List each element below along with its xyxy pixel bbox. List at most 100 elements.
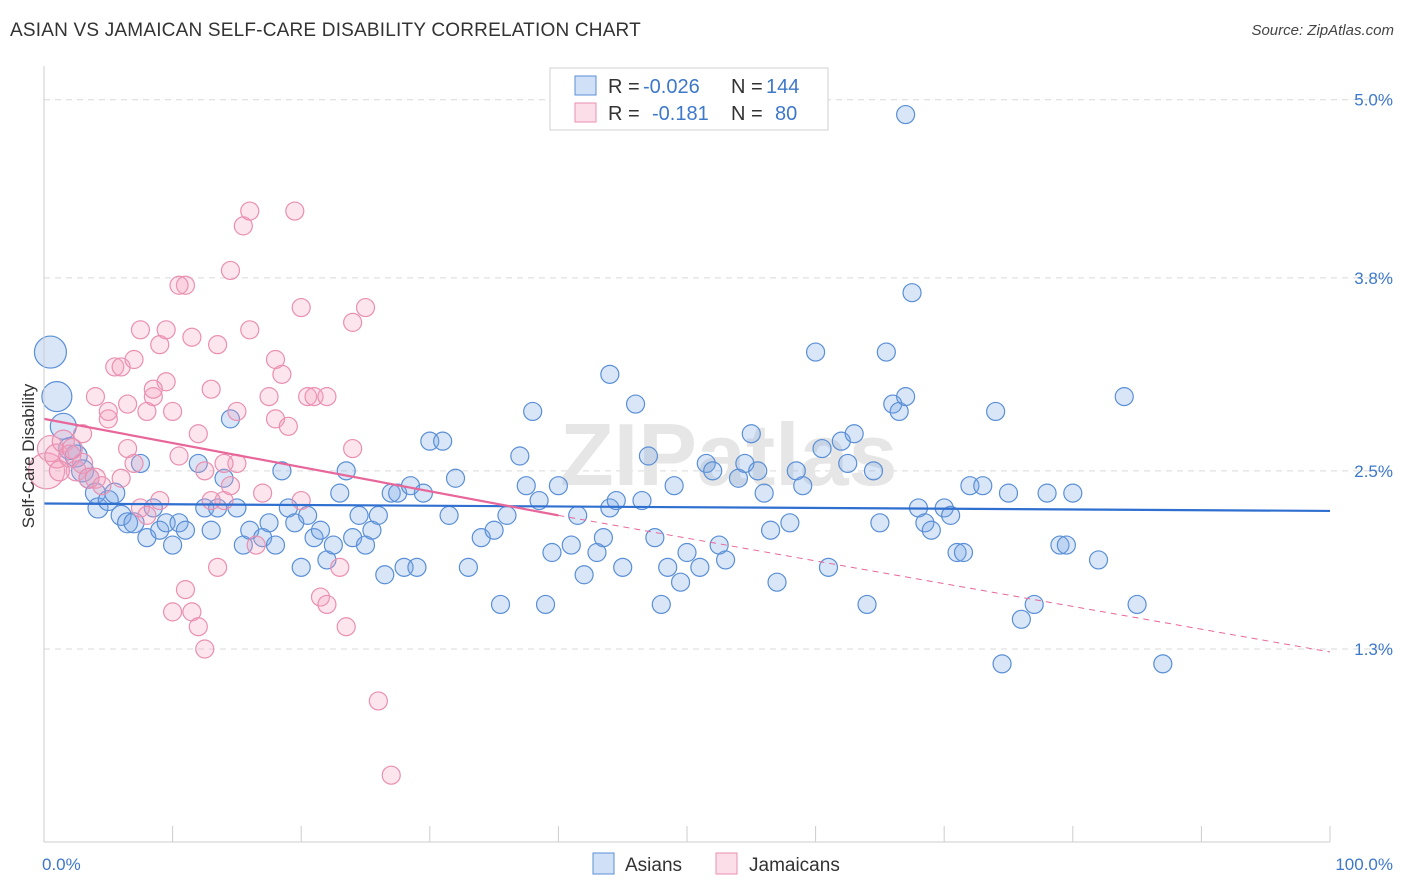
asian-point: [1056, 535, 1076, 555]
asian-point: [915, 513, 935, 533]
jamaican-point: [253, 483, 273, 503]
asian-point: [632, 490, 652, 511]
asian-point: [407, 557, 427, 577]
y-axis-title: Self-Care Disability: [19, 383, 38, 528]
asian-trend-line: [43, 502, 1331, 513]
asian-point: [259, 513, 279, 533]
bottom-legend-label-jamaicans: Jamaicans: [749, 855, 840, 876]
jamaican-point: [208, 557, 228, 577]
asian-point: [593, 528, 614, 548]
asian-point: [870, 513, 890, 533]
jamaican-point: [169, 275, 189, 295]
bottom-legend-swatch-asians: [592, 852, 615, 875]
asian-point: [741, 424, 761, 444]
asian-point: [265, 535, 286, 555]
jamaican-point: [124, 453, 144, 474]
jamaican-trend-extension: [558, 514, 1331, 653]
asian-point: [760, 520, 781, 540]
asian-point: [529, 490, 549, 511]
jamaican-point: [310, 587, 331, 607]
asian-point: [606, 490, 626, 511]
asian-point: [780, 513, 800, 533]
asian-point: [812, 438, 832, 459]
jamaican-point: [175, 580, 196, 600]
asian-point: [748, 461, 768, 481]
jamaican-point: [240, 201, 260, 221]
asian-point: [542, 542, 562, 563]
legend-n-value-jamaicans: 80: [775, 103, 797, 125]
jamaican-point: [201, 490, 221, 511]
jamaican-point: [169, 446, 189, 466]
chart-title: ASIAN VS JAMAICAN SELF-CARE DISABILITY C…: [10, 20, 641, 41]
jamaican-point: [330, 557, 350, 577]
jamaican-point: [163, 602, 183, 622]
asian-point: [433, 431, 453, 451]
jamaican-trend-line: [43, 417, 559, 517]
axes: 0.0% 100.0%: [42, 66, 1393, 874]
asian-point: [896, 104, 916, 125]
asian-point: [658, 557, 678, 577]
asian-point: [510, 446, 530, 466]
asian-point: [1011, 609, 1031, 629]
asian-point: [638, 446, 659, 466]
asian-points: [33, 104, 1173, 674]
y-tick-label: 5.0%: [1354, 91, 1393, 110]
asian-point: [844, 424, 864, 444]
asian-point: [41, 381, 73, 413]
asian-point: [998, 483, 1019, 503]
jamaican-point: [61, 437, 83, 460]
jamaican-point: [92, 476, 112, 496]
asian-point: [368, 505, 388, 525]
asian-point: [548, 476, 569, 496]
jamaican-point: [85, 387, 106, 407]
jamaican-point: [285, 201, 305, 221]
asian-point: [330, 483, 350, 503]
asian-point: [163, 535, 183, 555]
asian-point: [703, 461, 723, 481]
jamaican-point: [265, 349, 286, 370]
y-tick-label: 1.3%: [1354, 640, 1393, 659]
asian-point: [921, 520, 941, 540]
jamaican-point: [291, 490, 311, 511]
x-tick-label: 0.0%: [42, 855, 81, 874]
asian-point: [664, 476, 684, 496]
jamaican-point: [381, 765, 401, 785]
asian-point: [1088, 550, 1109, 570]
asian-point: [876, 342, 896, 362]
legend-swatch-asians: [574, 75, 597, 96]
jamaican-point: [182, 327, 202, 347]
jamaican-point: [368, 691, 388, 711]
jamaican-point: [188, 617, 208, 637]
jamaican-point: [355, 297, 376, 318]
asian-point: [863, 461, 884, 481]
asian-point: [323, 535, 343, 555]
jamaican-point: [175, 275, 196, 295]
asian-point: [696, 453, 716, 474]
asian-point: [272, 461, 292, 481]
jamaican-points: [27, 201, 401, 785]
asian-point: [375, 565, 395, 585]
jamaican-point: [240, 320, 260, 340]
jamaican-point: [227, 401, 247, 422]
asian-point: [767, 572, 787, 592]
asian-point: [1063, 483, 1083, 503]
grid-lines: 1.3% 2.5% 3.8% 5.0%: [44, 91, 1393, 659]
asian-point: [1114, 387, 1134, 407]
x-tick-label: 100.0%: [1335, 855, 1393, 874]
asian-point: [349, 505, 369, 525]
legend-n-label-asians: N =: [731, 76, 763, 98]
jamaican-point: [111, 468, 131, 488]
asian-point: [1153, 654, 1173, 674]
asian-point: [600, 364, 620, 384]
asian-point: [220, 409, 241, 429]
asian-point: [651, 594, 671, 615]
jamaican-point: [278, 416, 298, 436]
asian-point: [838, 453, 858, 474]
legend-n-label-jamaicans: N =: [731, 103, 763, 125]
jamaican-point: [84, 467, 107, 489]
jamaican-point: [208, 335, 228, 355]
jamaican-point: [317, 594, 337, 615]
asian-point: [715, 550, 736, 570]
jamaican-point: [143, 379, 163, 399]
